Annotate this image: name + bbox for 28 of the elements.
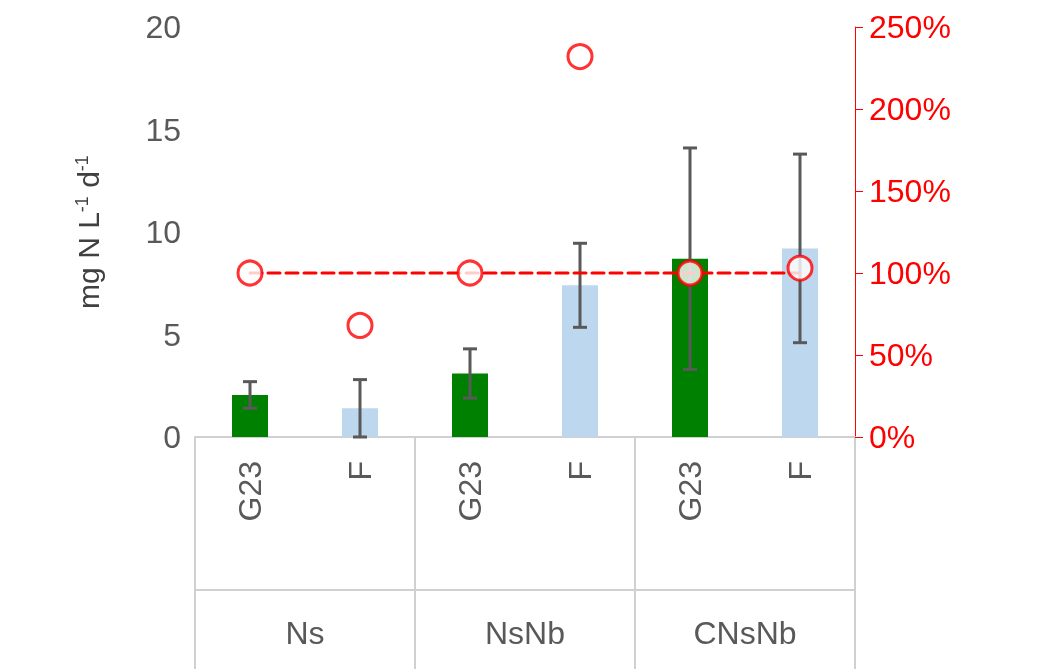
x-tick-label: G23 [672, 461, 708, 522]
bar [342, 408, 378, 437]
x-tick-label: F [342, 461, 378, 481]
y2-tick-label: 250% [869, 9, 951, 45]
bar [232, 394, 268, 437]
point [236, 259, 264, 287]
y2-tick-label: 200% [869, 91, 951, 127]
y2-tick-label: 50% [869, 337, 934, 373]
text: Ns [285, 615, 325, 651]
x-tick-label: F [562, 461, 598, 481]
x-tick-label: G23 [232, 461, 268, 522]
y2-tick-label: 0% [869, 419, 916, 455]
y-tick-label: 5 [163, 316, 181, 353]
y-tick-label: 20 [145, 9, 181, 45]
bar [452, 373, 488, 437]
text: NsNb [484, 615, 566, 651]
y2-tick-label: 150% [869, 173, 951, 209]
y-tick-label: 15 [145, 111, 181, 148]
y-tick-label: 10 [145, 214, 181, 250]
point [456, 259, 484, 287]
text: CNsNb [693, 615, 797, 651]
x-tick-label: F [782, 461, 818, 481]
y-tick-label: 0 [163, 419, 181, 455]
point [786, 254, 814, 282]
y2-tick-label: 100% [869, 255, 951, 291]
point [676, 259, 704, 287]
bar [562, 285, 598, 437]
x-tick-label: G23 [452, 461, 488, 522]
